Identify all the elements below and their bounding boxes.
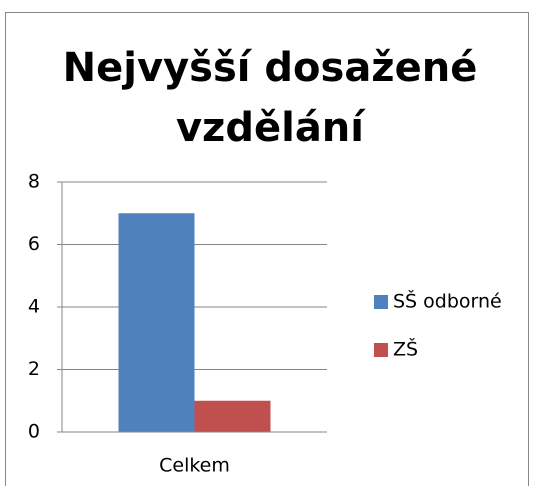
chart-title: Nejvyšší dosažené vzdělání <box>62 45 478 151</box>
legend-swatch <box>374 295 388 309</box>
x-tick-label: Celkem <box>159 455 230 477</box>
bar <box>118 213 195 432</box>
y-tick-label: 8 <box>28 171 40 193</box>
y-tick-label: 4 <box>28 296 40 318</box>
y-tick-label: 2 <box>28 358 40 380</box>
bar <box>194 400 271 432</box>
y-tick-label: 6 <box>28 233 40 255</box>
legend-swatch <box>374 343 388 357</box>
y-tick-label: 0 <box>28 421 40 443</box>
legend-label: ZŠ <box>393 337 418 361</box>
legend-label: SŠ odborné <box>393 289 502 313</box>
